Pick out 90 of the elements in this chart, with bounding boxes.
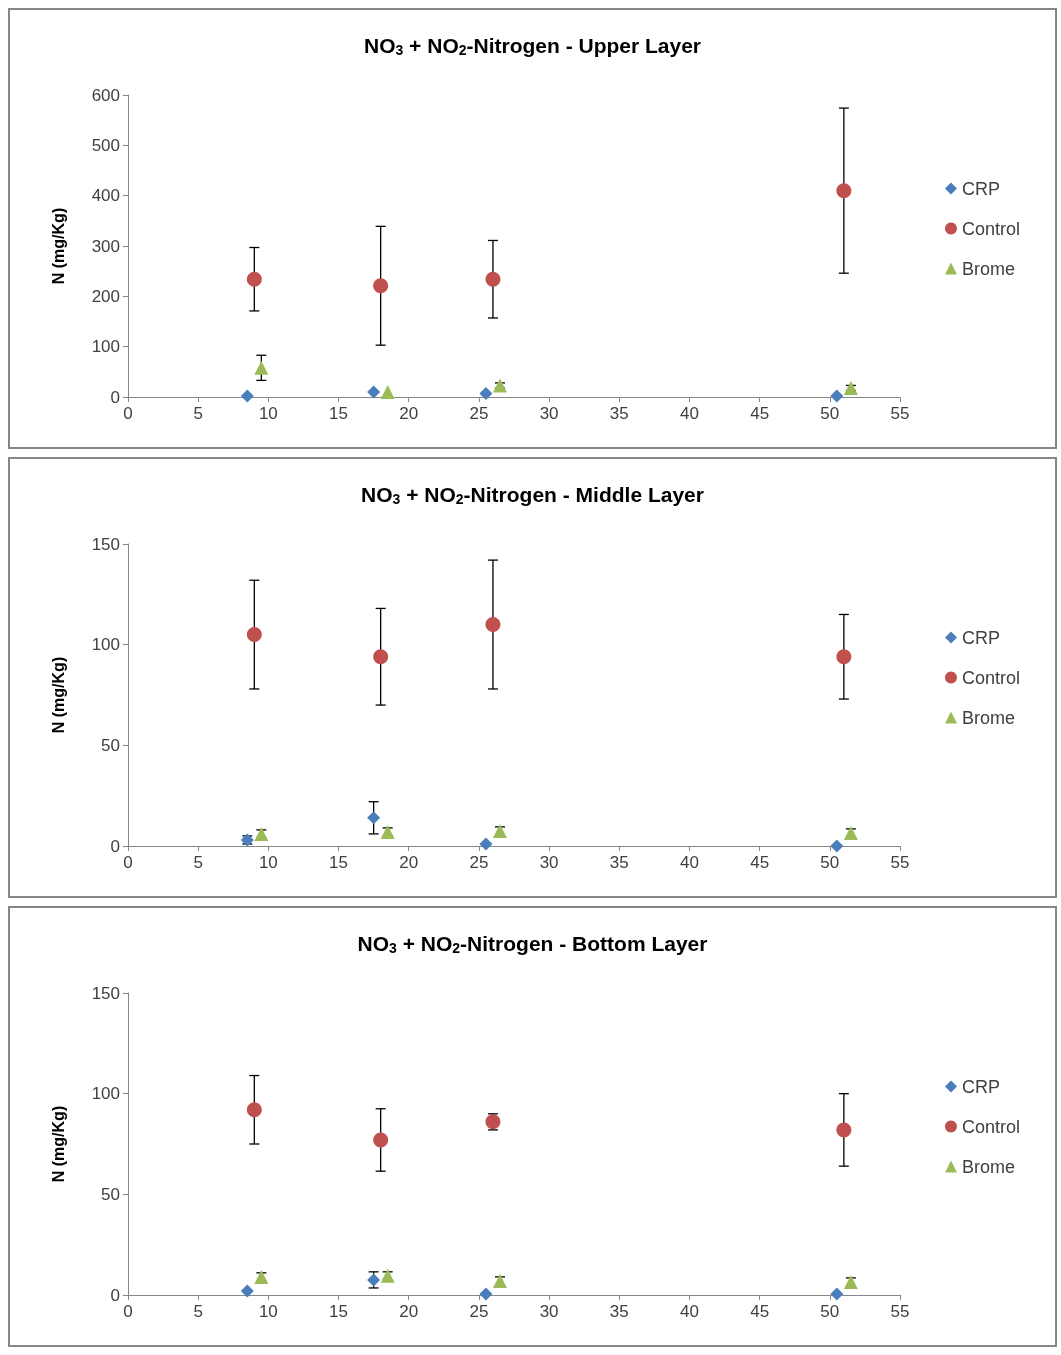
point: [479, 386, 493, 400]
x-tick-label: 35: [609, 853, 629, 872]
x-tick-label: 15: [329, 404, 349, 423]
point: [485, 617, 501, 633]
point: [836, 649, 852, 665]
x-tick-label: 10: [258, 404, 278, 423]
y-tick-label: 100: [91, 635, 120, 655]
x-tick-label: 20: [399, 404, 419, 423]
x-tick-label: 55: [890, 853, 910, 872]
legend-label: Control: [961, 1116, 1021, 1137]
point: [367, 811, 381, 825]
point: [240, 389, 254, 403]
y-tick-label: 300: [91, 236, 120, 256]
x-tick-label: 50: [820, 1302, 840, 1321]
y-axis-title: N (mg/Kg): [49, 656, 67, 734]
x-tick-label: 10: [258, 853, 278, 872]
x-tick-label: 35: [609, 1302, 629, 1321]
legend-label: Control: [961, 667, 1021, 688]
point: [830, 1287, 844, 1301]
x-tick-label: 55: [890, 404, 910, 423]
y-tick-label: 150: [91, 534, 120, 554]
x-tick-label: 20: [399, 853, 419, 872]
x-tick-label: 30: [539, 404, 559, 423]
point: [836, 1122, 852, 1138]
y-axis-title: N (mg/Kg): [49, 1105, 67, 1183]
y-tick-label: 200: [91, 286, 120, 306]
x-tick-label: 35: [609, 404, 629, 423]
y-tick-label: 100: [91, 337, 120, 357]
y-tick-label: 50: [101, 1184, 120, 1204]
point: [240, 1284, 254, 1298]
point: [836, 183, 852, 199]
x-tick-label: 0: [123, 1302, 133, 1321]
point: [373, 649, 389, 665]
y-axis-title: N (mg/Kg): [49, 207, 67, 285]
x-tick-label: 5: [193, 1302, 203, 1321]
point: [246, 271, 262, 287]
y-tick-label: 500: [91, 135, 120, 155]
x-tick-label: 0: [123, 853, 133, 872]
y-tick-label: 0: [110, 387, 120, 407]
point: [254, 360, 269, 375]
x-tick-label: 0: [123, 404, 133, 423]
x-tick-label: 25: [469, 404, 489, 423]
legend-label: CRP: [961, 627, 1000, 648]
point: [246, 1102, 262, 1118]
point: [373, 1132, 389, 1148]
x-tick-label: 45: [750, 404, 770, 423]
y-tick-label: 400: [91, 186, 120, 206]
x-tick-label: 40: [679, 1302, 699, 1321]
point: [373, 278, 389, 294]
point: [830, 389, 844, 403]
y-tick-label: 0: [110, 836, 120, 856]
legend-label: Brome: [961, 707, 1015, 728]
x-tick-label: 20: [399, 1302, 419, 1321]
x-tick-label: 15: [329, 1302, 349, 1321]
legend-label: Brome: [961, 1156, 1015, 1177]
x-tick-label: 10: [258, 1302, 278, 1321]
x-tick-label: 5: [193, 853, 203, 872]
point: [479, 1287, 493, 1301]
point: [492, 823, 507, 838]
point: [830, 839, 844, 853]
legend-label: Brome: [961, 258, 1015, 279]
x-tick-label: 40: [679, 853, 699, 872]
x-tick-label: 5: [193, 404, 203, 423]
legend-label: CRP: [961, 178, 1000, 199]
point: [843, 380, 858, 395]
point: [485, 271, 501, 287]
point: [367, 385, 381, 399]
point: [246, 627, 262, 643]
x-tick-label: 25: [469, 1302, 489, 1321]
x-tick-label: 45: [750, 853, 770, 872]
y-tick-label: 150: [91, 983, 120, 1003]
x-tick-label: 50: [820, 404, 840, 423]
y-tick-label: 50: [101, 735, 120, 755]
legend-label: CRP: [961, 1076, 1000, 1097]
point: [492, 1273, 507, 1288]
x-tick-label: 30: [539, 1302, 559, 1321]
x-tick-label: 50: [820, 853, 840, 872]
point: [479, 837, 493, 851]
x-tick-label: 15: [329, 853, 349, 872]
point: [380, 384, 395, 399]
y-tick-label: 100: [91, 1084, 120, 1104]
x-tick-label: 55: [890, 1302, 910, 1321]
x-tick-label: 25: [469, 853, 489, 872]
y-tick-label: 600: [91, 85, 120, 105]
x-tick-label: 30: [539, 853, 559, 872]
y-tick-label: 0: [110, 1285, 120, 1305]
legend-label: Control: [961, 218, 1021, 239]
x-tick-label: 45: [750, 1302, 770, 1321]
x-tick-label: 40: [679, 404, 699, 423]
point: [492, 378, 507, 393]
